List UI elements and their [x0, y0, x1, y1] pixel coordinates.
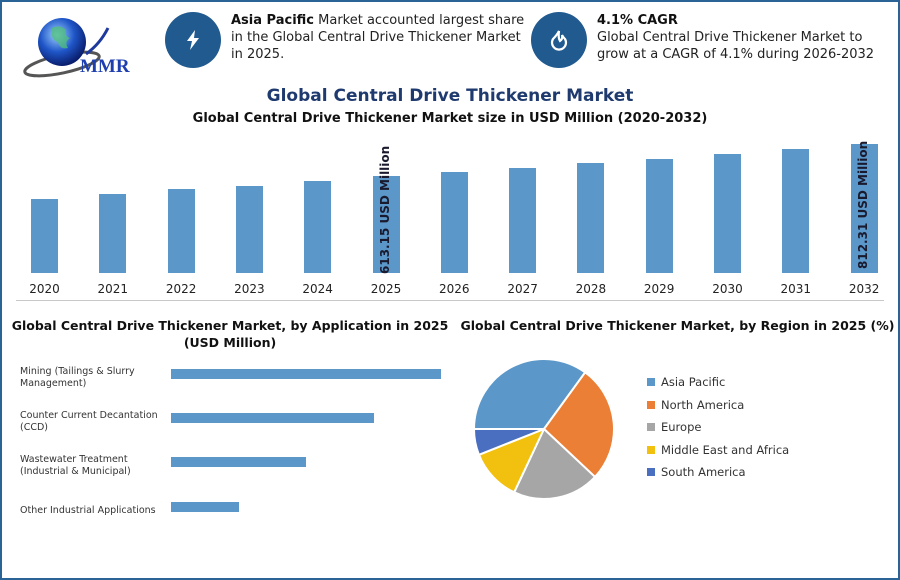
- legend-label: Middle East and Africa: [661, 442, 790, 457]
- legend-item: North America: [647, 394, 789, 417]
- x-tick-label: 2027: [507, 282, 538, 296]
- legend-swatch: [647, 445, 655, 454]
- bar-2032: [850, 144, 878, 273]
- pie-slice-asia-pacific: [472, 358, 587, 430]
- main-title: Global Central Drive Thickener Market: [266, 86, 634, 106]
- bar-value-label: 812.31 USD Million: [856, 140, 871, 269]
- x-tick-label: 2030: [712, 282, 743, 296]
- bar-2027: [509, 167, 537, 273]
- x-tick-label: 2022: [165, 282, 197, 296]
- application-bar: [171, 502, 239, 512]
- x-tick-label: 2023: [234, 282, 265, 296]
- bar-value-label: 613.15 USD Million: [378, 145, 392, 274]
- legend-label: Asia Pacific: [661, 375, 726, 390]
- legend-label: Europe: [661, 420, 702, 435]
- legend-label: South America: [661, 465, 746, 480]
- x-tick-label: 2026: [439, 282, 470, 296]
- bar-2031: [782, 149, 810, 273]
- bar-2030: [714, 154, 741, 273]
- legend-item: South America: [647, 461, 789, 484]
- application-bar: [171, 413, 374, 423]
- bar-2023: [235, 185, 263, 273]
- x-tick-label: 2028: [575, 282, 607, 296]
- pie-slice-north-america: [542, 370, 615, 479]
- application-label: Mining (Tailings & Slurry Management): [20, 366, 135, 389]
- bar-2022: [167, 189, 195, 273]
- svg-text:MMR: MMR: [80, 56, 130, 77]
- x-tick-label: 2024: [302, 282, 333, 296]
- bar-chart-title: Global Central Drive Thickener Market si…: [192, 111, 708, 126]
- bar-2024: [304, 180, 332, 273]
- mmr-logo: MMR: [22, 14, 142, 80]
- pie-slice-europe: [512, 427, 597, 500]
- application-bar: [171, 457, 306, 467]
- bar-2028: [577, 163, 605, 273]
- legend-swatch: [647, 468, 655, 477]
- x-axis-line: [16, 300, 884, 301]
- region-pie-chart: [472, 358, 615, 500]
- legend-swatch: [647, 378, 655, 387]
- flame-drop-icon: [531, 12, 587, 68]
- bar-2029: [645, 158, 673, 273]
- highlight-card-cagr: 4.1% CAGR Global Central Drive Thickener…: [531, 12, 896, 68]
- highlight-card-region: Asia Pacific Market accounted largest sh…: [165, 12, 525, 68]
- legend-item: Europe: [647, 416, 789, 439]
- x-tick-label: 2025: [370, 282, 402, 296]
- x-tick-label: 2021: [97, 282, 129, 296]
- application-label: Counter Current Decantation (CCD): [20, 410, 158, 433]
- bar-2025: [372, 176, 400, 273]
- highlight-text-region: Asia Pacific Market accounted largest sh…: [231, 13, 525, 62]
- bar-2021: [99, 194, 127, 273]
- legend-swatch: [647, 400, 655, 409]
- application-label: Wastewater Treatment (Industrial & Munic…: [20, 454, 131, 477]
- pie-legend: Asia Pacific North America Europe Middle Ea…: [647, 371, 789, 484]
- application-bar: [171, 369, 441, 379]
- legend-item: Asia Pacific: [647, 371, 789, 394]
- x-tick-label: 2029: [643, 282, 675, 296]
- pie-slice-south-america: [472, 428, 545, 457]
- bar-2020: [31, 199, 58, 273]
- legend-label: North America: [661, 397, 745, 412]
- lightning-icon: [165, 12, 221, 68]
- x-tick-label: 2031: [780, 282, 812, 296]
- legend-item: Middle East and Africa: [647, 439, 789, 462]
- application-chart-title: Global Central Drive Thickener Market, b…: [11, 318, 449, 350]
- x-tick-label: 2020: [29, 282, 60, 296]
- legend-swatch: [647, 423, 655, 432]
- x-tick-label: 2032: [848, 282, 880, 296]
- region-chart-title: Global Central Drive Thickener Market, b…: [460, 318, 895, 333]
- application-label: Other Industrial Applications: [20, 505, 156, 516]
- highlight-text-cagr: 4.1% CAGR Global Central Drive Thickener…: [597, 13, 875, 62]
- bar-2026: [440, 172, 468, 273]
- globe-icon: MMR: [23, 18, 130, 78]
